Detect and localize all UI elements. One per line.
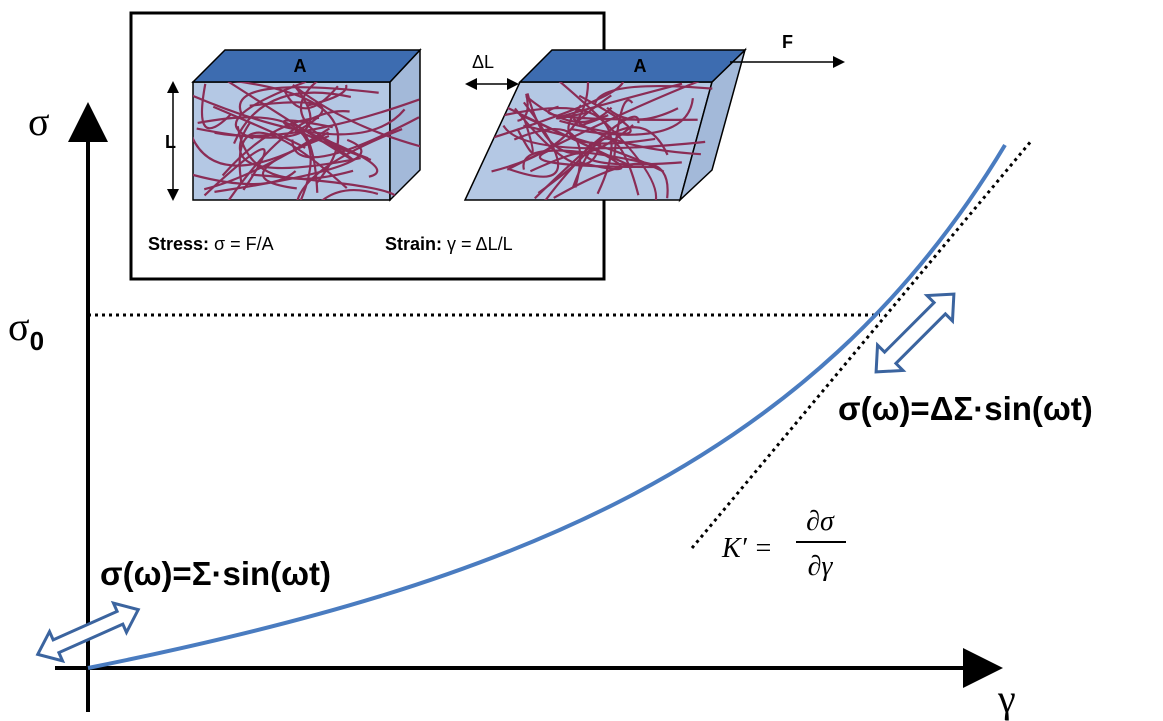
area-label: A xyxy=(294,56,307,76)
block-top xyxy=(193,50,420,82)
large-oscillation-label: σ(ω)=ΔΣ·sin(ωt) xyxy=(838,390,1093,427)
modulus-lhs: K′ = xyxy=(721,533,773,564)
x-axis-label: γ xyxy=(997,676,1016,721)
modulus-denominator: ∂γ xyxy=(808,551,834,582)
sigma0-label: σ0 xyxy=(8,304,44,356)
small-oscillation-label: σ(ω)=Σ·sin(ωt) xyxy=(100,555,331,592)
area-label: A xyxy=(634,56,647,76)
large-double-arrow xyxy=(863,281,966,384)
height-label: L xyxy=(165,132,176,152)
stress-text: Stress: σ = F/A xyxy=(148,234,274,254)
diagram: σ γ σ0 σ(ω)=Σ·sin(ωt) σ(ω)=ΔΣ·sin(ωt) K′… xyxy=(0,0,1163,721)
strain-text: Strain: γ = ΔL/L xyxy=(385,234,513,254)
shift-label: ΔL xyxy=(472,52,494,72)
tangent-line xyxy=(692,140,1032,548)
force-label: F xyxy=(782,32,793,52)
y-axis-label: σ xyxy=(28,99,50,144)
modulus-numerator: ∂σ xyxy=(806,506,835,537)
sheared-top xyxy=(520,50,745,82)
